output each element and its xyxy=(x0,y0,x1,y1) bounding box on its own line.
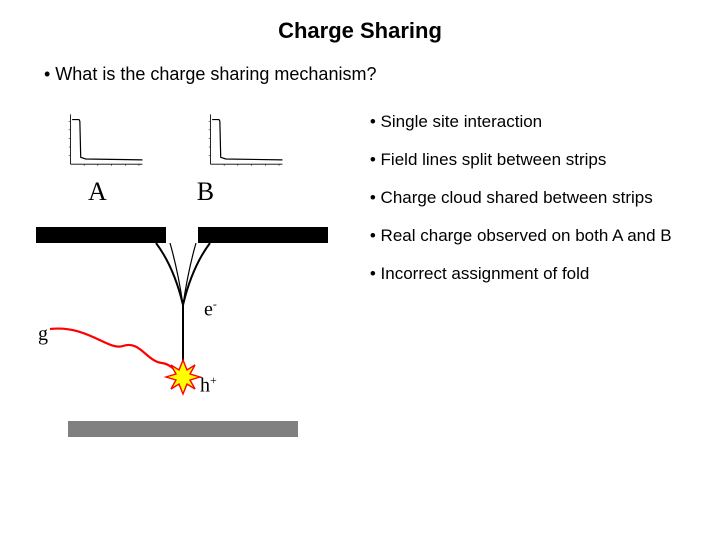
question-text: • What is the charge sharing mechanism? xyxy=(44,64,692,85)
strip-label-a: A xyxy=(88,177,107,207)
strip-label-b: B xyxy=(197,177,214,207)
gamma-label: g xyxy=(38,323,48,346)
bullet-5: • Incorrect assignment of fold xyxy=(370,263,692,285)
top-strip-b xyxy=(198,227,328,243)
top-strip-a xyxy=(36,227,166,243)
bullet-4: • Real charge observed on both A and B xyxy=(370,225,692,247)
right-panel: • Single site interaction • Field lines … xyxy=(360,111,692,471)
hole-label: h+ xyxy=(200,373,217,398)
bottom-strip xyxy=(68,421,298,437)
detector-diagram: e- h+ g xyxy=(28,211,348,471)
bullet-2: • Field lines split between strips xyxy=(370,149,692,171)
gamma-track xyxy=(50,329,180,375)
left-panel: A B xyxy=(28,111,360,471)
electron-label: e- xyxy=(204,297,217,322)
bullet-3: • Charge cloud shared between strips xyxy=(370,187,692,209)
page-title: Charge Sharing xyxy=(28,18,692,44)
burst-icon xyxy=(166,360,200,394)
miniplot-a xyxy=(58,111,148,171)
miniplot-b xyxy=(198,111,288,171)
bullet-1: • Single site interaction xyxy=(370,111,692,133)
